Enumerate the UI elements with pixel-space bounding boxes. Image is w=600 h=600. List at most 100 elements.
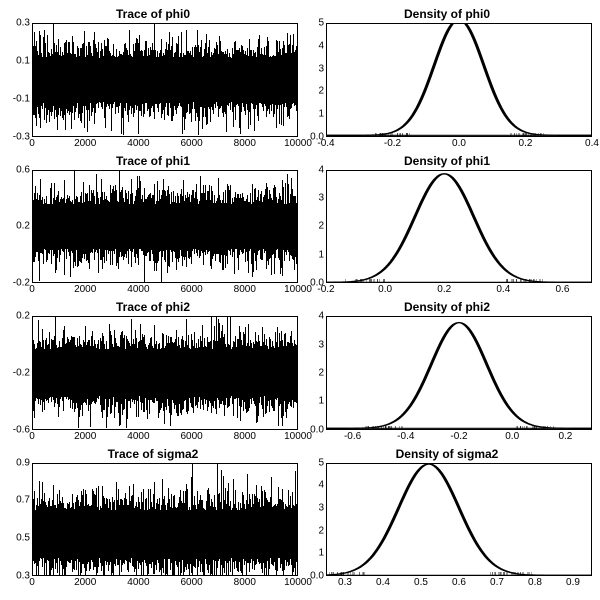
- y-tick-label: -0.6: [13, 424, 30, 435]
- y-tick-label: 0.0: [310, 424, 324, 435]
- plot-area: [326, 23, 592, 136]
- x-tick-label: 0.3: [338, 577, 352, 588]
- x-tick-label: 2000: [74, 577, 96, 588]
- x-axis: 0200040006000800010000: [32, 137, 298, 153]
- plot-area: [326, 170, 592, 283]
- x-tick-label: 6000: [180, 284, 202, 295]
- panel-title: Trace of sigma2: [8, 448, 298, 463]
- plot-wrap: 0.012345: [302, 23, 592, 136]
- panel-title: Trace of phi0: [8, 8, 298, 23]
- x-tick-label: 0.8: [528, 577, 542, 588]
- x-tick-label: 2000: [74, 431, 96, 442]
- y-tick-label: 0.7: [16, 495, 30, 506]
- x-axis: 0200040006000800010000: [32, 283, 298, 299]
- density-phi2-panel: Density of phi2 0.0 1 2 3 4 -0.6-0.4-0.20.00.2: [302, 301, 592, 446]
- x-tick-label: 0.4: [585, 138, 599, 149]
- y-tick-label: 1: [318, 396, 324, 407]
- y-tick-label: 0.3: [16, 18, 30, 29]
- y-tick-label: 1: [318, 108, 324, 119]
- plot-wrap: -0.3-0.10.10.3: [8, 23, 298, 136]
- y-tick-label: 3: [318, 193, 324, 204]
- density-sigma2-panel: Density of sigma20.0123450.30.40.50.60.7…: [302, 448, 592, 593]
- density-phi0-panel: Density of phi00.012345-0.4-0.20.00.20.4: [302, 8, 592, 153]
- plot-wrap: 0.01234: [302, 316, 592, 429]
- plot-wrap: 0.30.50.70.9: [8, 463, 298, 576]
- panel-title: Density of phi2: [302, 301, 592, 316]
- x-tick-label: 2000: [74, 138, 96, 149]
- x-tick-label: -0.2: [450, 431, 467, 442]
- y-axis: -0.20.20.6: [8, 170, 32, 283]
- x-tick-label: 0.2: [437, 284, 451, 295]
- x-tick-label: 8000: [234, 431, 256, 442]
- x-tick-label: 0.9: [566, 577, 580, 588]
- plot-wrap: -0.20.20.6: [8, 170, 298, 283]
- y-axis: -0.3-0.10.10.3: [8, 23, 32, 136]
- x-tick-label: -0.2: [317, 284, 334, 295]
- y-axis: 0.012345: [302, 463, 326, 576]
- y-tick-label: 4: [318, 311, 324, 322]
- y-tick-label: 2: [318, 525, 324, 536]
- panel-title: Density of phi1: [302, 155, 592, 170]
- panel-title: Density of sigma2: [302, 448, 592, 463]
- x-tick-label: 0.0: [452, 138, 466, 149]
- density-curve: [327, 317, 591, 428]
- rug-marks: [327, 425, 591, 429]
- y-tick-label: 2: [318, 86, 324, 97]
- trace-spikes: [33, 464, 297, 575]
- y-axis: 0.30.50.70.9: [8, 463, 32, 576]
- plot-wrap: 0.01234: [302, 170, 592, 283]
- y-tick-label: 0.6: [16, 164, 30, 175]
- plot-area: [32, 170, 298, 283]
- y-tick-label: 4: [318, 480, 324, 491]
- x-axis: 0.30.40.50.60.70.80.9: [326, 576, 592, 592]
- y-tick-label: 3: [318, 503, 324, 514]
- x-tick-label: 6000: [180, 138, 202, 149]
- x-tick-label: 0.4: [496, 284, 510, 295]
- panel-title: Trace of phi1: [8, 155, 298, 170]
- panel-grid: Trace of phi0-0.3-0.10.10.3 0 2000 4000 6000…: [8, 8, 592, 592]
- x-axis: 0200040006000800010000: [32, 576, 298, 592]
- y-tick-label: 0.9: [16, 457, 30, 468]
- x-tick-label: 0.0: [378, 284, 392, 295]
- x-tick-label: 8000: [234, 577, 256, 588]
- x-tick-label: 0.6: [555, 284, 569, 295]
- x-tick-label: 8000: [234, 284, 256, 295]
- x-tick-label: 8000: [234, 138, 256, 149]
- x-tick-label: 0.2: [519, 138, 533, 149]
- x-tick-label: 6000: [180, 431, 202, 442]
- x-tick-label: 4000: [127, 138, 149, 149]
- x-axis: -0.20.00.20.40.6: [326, 283, 592, 299]
- x-axis: -0.6-0.4-0.20.00.2: [326, 430, 592, 446]
- x-tick-label: 0: [29, 577, 35, 588]
- trace-spikes: [33, 24, 297, 135]
- plot-area: [326, 463, 592, 576]
- x-axis: -0.4-0.20.00.20.4: [326, 137, 592, 153]
- plot-area: [32, 316, 298, 429]
- plot-wrap: -0.6-0.20.2: [8, 316, 298, 429]
- plot-area: [32, 463, 298, 576]
- x-tick-label: 0.5: [414, 577, 428, 588]
- y-tick-label: 0.2: [16, 221, 30, 232]
- y-tick-label: 0.0: [310, 571, 324, 582]
- x-tick-label: 4000: [127, 431, 149, 442]
- y-axis: 0.01234: [302, 316, 326, 429]
- panel-title: Trace of phi2: [8, 301, 298, 316]
- density-curve: [327, 171, 591, 282]
- y-tick-label: -0.2: [13, 278, 30, 289]
- y-tick-label: -0.2: [13, 367, 30, 378]
- x-tick-label: 6000: [180, 577, 202, 588]
- plot-area: [326, 316, 592, 429]
- y-tick-label: 4: [318, 164, 324, 175]
- y-tick-label: 4: [318, 40, 324, 51]
- y-tick-label: -0.3: [13, 131, 30, 142]
- trace-spikes: [33, 171, 297, 282]
- density-phi1-panel: Density of phi10.01234-0.2 0.0 0.2 0.4 0.6: [302, 155, 592, 300]
- y-tick-label: 0.3: [16, 571, 30, 582]
- y-tick-label: 1: [318, 548, 324, 559]
- y-tick-label: 5: [318, 457, 324, 468]
- y-tick-label: 2: [318, 367, 324, 378]
- y-axis: -0.6-0.20.2: [8, 316, 32, 429]
- y-tick-label: 5: [318, 18, 324, 29]
- y-tick-label: 0.2: [16, 311, 30, 322]
- y-tick-label: 3: [318, 339, 324, 350]
